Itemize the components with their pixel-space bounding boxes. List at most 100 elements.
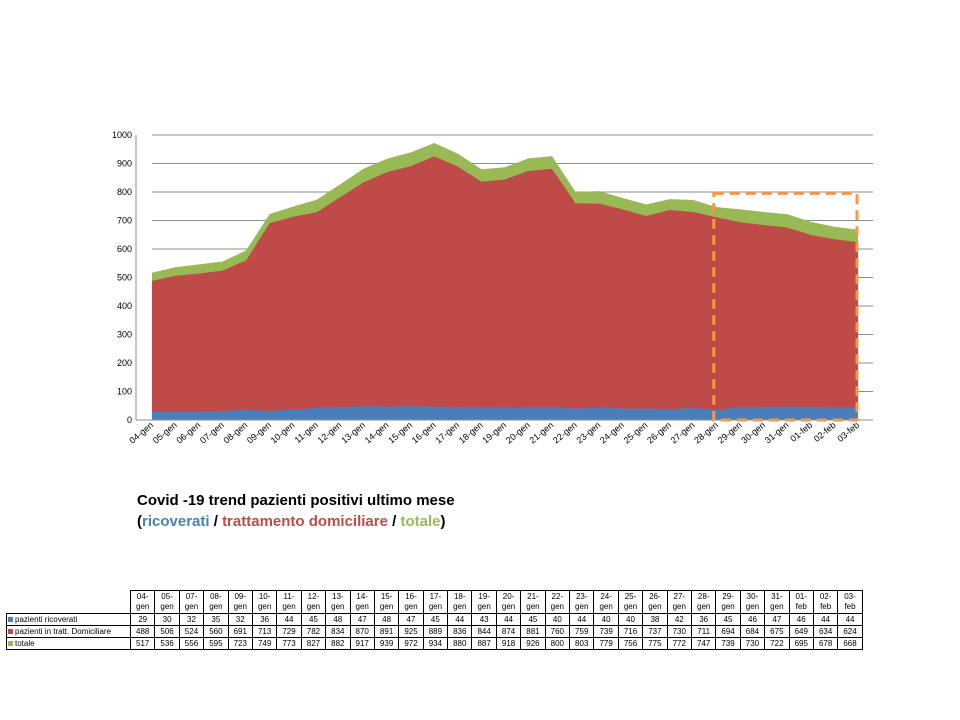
table-column-header: 21- gen: [520, 590, 546, 614]
caption-open: (: [137, 513, 142, 530]
x-tick-label: 19-gen: [480, 420, 508, 446]
table-cell: 36: [251, 613, 278, 626]
caption-sep: /: [209, 513, 223, 530]
x-tick-label: 31-gen: [763, 420, 791, 446]
table-cell: 926: [520, 637, 546, 650]
table-cell: 800: [544, 637, 571, 650]
table-cell: 716: [617, 625, 644, 638]
table-column-header: 29- gen: [715, 590, 741, 614]
table-row-label: totale: [6, 637, 131, 650]
y-tick-label: 500: [117, 273, 132, 283]
table-cell: 773: [276, 637, 302, 650]
table-column-header: 08- gen: [203, 590, 229, 614]
table-cell: 739: [593, 625, 619, 638]
table-column-header: 17- gen: [422, 590, 449, 614]
table-cell: 517: [129, 637, 156, 650]
table-column-header: 01- feb: [788, 590, 814, 614]
table-cell: 44: [276, 613, 302, 626]
table-column-header: 15- gen: [373, 590, 400, 614]
table-cell: 691: [227, 625, 253, 638]
table-column-header: 16- gen: [398, 590, 424, 614]
x-tick-label: 12-gen: [316, 420, 344, 446]
x-tick-label: 14-gen: [363, 420, 391, 446]
table-column-header: 22- gen: [544, 590, 571, 614]
table-cell: 32: [178, 613, 205, 626]
table-cell: 684: [739, 625, 766, 638]
table-cell: 827: [300, 637, 327, 650]
caption-sep: /: [387, 513, 401, 530]
table-row: pazienti in tratt. Domiciliare 488 506 524 5…: [6, 625, 863, 638]
table-row-label: pazienti ricoverati: [6, 613, 131, 626]
table-cell: 43: [471, 613, 497, 626]
table-cell: 747: [690, 637, 717, 650]
table-cell: 649: [788, 625, 814, 638]
table-cell: 756: [617, 637, 644, 650]
table-cell: 45: [520, 613, 546, 626]
y-tick-label: 900: [117, 159, 132, 169]
table-cell: 40: [593, 613, 619, 626]
caption-legend: (ricoverati / trattamento domiciliare / …: [137, 511, 455, 532]
caption-totale: totale: [400, 513, 441, 530]
table-cell: 737: [642, 625, 668, 638]
table-cell: 47: [398, 613, 424, 626]
x-tick-label: 30-gen: [739, 420, 767, 446]
x-tick-label: 03-feb: [835, 420, 861, 444]
table-cell: 891: [373, 625, 400, 638]
table-column-header: 31- gen: [764, 590, 790, 614]
table-cell: 44: [495, 613, 522, 626]
table-cell: 730: [666, 625, 692, 638]
table-cell: 634: [812, 625, 839, 638]
table-column-header: 03- feb: [837, 590, 863, 614]
y-tick-label: 1000: [112, 130, 132, 140]
table-cell: 668: [837, 637, 863, 650]
x-tick-label: 24-gen: [598, 420, 626, 446]
area-pazienti-ricoverati: [152, 406, 858, 420]
x-tick-label: 11-gen: [293, 420, 320, 445]
x-tick-label: 20-gen: [504, 420, 532, 446]
table-cell: 45: [715, 613, 741, 626]
table-row: totale 517 536 556 595 723 749 773 827 882 917 939 9…: [6, 637, 863, 650]
table-cell: 887: [471, 637, 497, 650]
table-cell: 46: [788, 613, 814, 626]
table-cell: 32: [227, 613, 253, 626]
y-tick-label: 600: [117, 244, 132, 254]
table-cell: 35: [203, 613, 229, 626]
y-tick-label: 400: [117, 301, 132, 311]
table-cell: 42: [666, 613, 692, 626]
data-table: 04- gen 05- gen 07- gen 08- gen 09- gen 10- gen 11- g…: [6, 590, 863, 650]
highlight-box: [712, 191, 859, 422]
table-cell: 29: [129, 613, 156, 626]
x-tick-label: 29-gen: [716, 420, 744, 446]
table-cell: 749: [251, 637, 278, 650]
table-cell: 44: [837, 613, 863, 626]
table-column-header: 07- gen: [178, 590, 205, 614]
table-cell: 882: [325, 637, 351, 650]
x-tick-labels: 04-gen05-gen06-gen07-gen08-gen09-gen10-g…: [127, 420, 861, 446]
table-cell: 678: [812, 637, 839, 650]
table-cell: 624: [837, 625, 863, 638]
table-body: pazienti ricoverati 29 30 32 35 32 36 44 45 48 47 4…: [6, 613, 863, 650]
legend-swatch: [8, 617, 13, 623]
caption-close: ): [440, 513, 446, 530]
table-cell: 44: [447, 613, 473, 626]
table-column-header: 05- gen: [154, 590, 180, 614]
table-cell: 44: [812, 613, 839, 626]
table-column-header: 02- feb: [812, 590, 839, 614]
area-chart: 0 100 200 300 400 500 600 700 800 900 1000 04-gen0…: [112, 130, 873, 446]
table-column-header: 13- gen: [325, 590, 351, 614]
table-cell: 889: [422, 625, 449, 638]
y-tick-label: 0: [127, 415, 132, 425]
axes: [135, 135, 873, 421]
area-series: [152, 142, 858, 421]
area-pazienti-in-tratt-domiciliare: [152, 156, 858, 420]
x-tick-label: 08-gen: [222, 420, 250, 446]
y-tick-label: 300: [117, 330, 132, 340]
caption-ricoverati: ricoverati: [142, 513, 210, 530]
x-tick-label: 02-feb: [812, 420, 838, 444]
table-column-header: 28- gen: [690, 590, 717, 614]
x-tick-label: 07-gen: [198, 420, 226, 446]
table-cell: 713: [251, 625, 278, 638]
table-cell: 760: [544, 625, 571, 638]
table-cell: 730: [739, 637, 766, 650]
table-cell: 40: [617, 613, 644, 626]
